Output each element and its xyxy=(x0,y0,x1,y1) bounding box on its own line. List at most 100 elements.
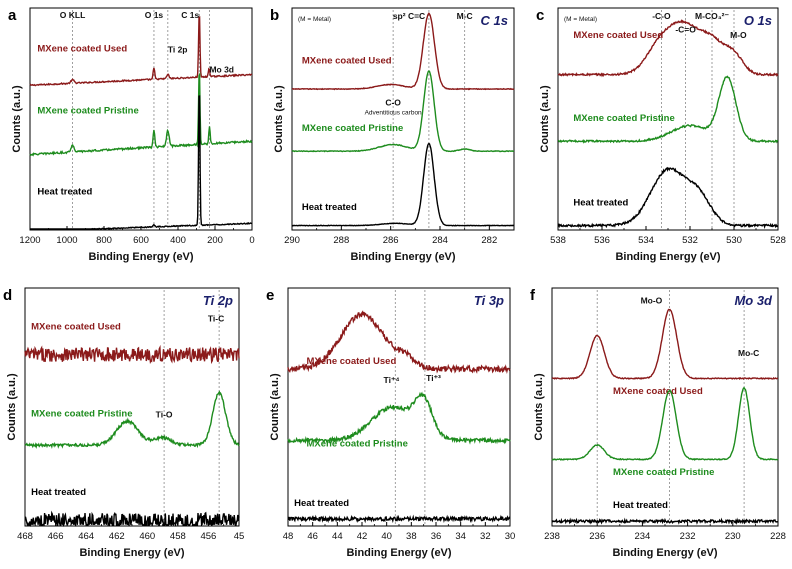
panel-title: Ti 2p xyxy=(203,293,233,308)
y-axis-title: Counts (a.u.) xyxy=(6,373,18,441)
y-axis-title: Counts (a.u.) xyxy=(269,373,281,441)
series-label-heat: Heat treated xyxy=(302,202,357,213)
peak-annotation: Mo 3d xyxy=(209,64,234,74)
peak-annotation: C-O xyxy=(385,98,401,108)
panel-letter: c xyxy=(536,7,544,24)
x-tick-label: 456 xyxy=(200,531,216,542)
peak-annotation: M-CO₃²⁻ xyxy=(695,11,729,21)
series-label-heat: Heat treated xyxy=(31,487,86,498)
series-line-pristine xyxy=(551,386,779,461)
peak-annotation: O KLL xyxy=(60,10,86,20)
series-line-used xyxy=(557,19,779,78)
series-label-heat: Heat treated xyxy=(573,198,628,209)
series-line-used xyxy=(551,308,779,381)
x-tick-label: 238 xyxy=(544,531,560,542)
peak-annotation: Ti 2p xyxy=(168,44,188,54)
peak-annotation: sp² C=C xyxy=(393,11,425,21)
y-axis-title: Counts (a.u.) xyxy=(533,373,545,441)
x-tick-label: 48 xyxy=(283,531,294,542)
series-line-heat xyxy=(24,510,240,528)
peak-annotation: Ti⁺³ xyxy=(426,373,441,383)
panel-e: 48 46 44 42 40 38 36 34 32 30 Binding Energy (eV) C… xyxy=(266,287,515,559)
peak-annotation: M-C xyxy=(457,11,473,21)
series-label-heat: Heat treated xyxy=(294,498,349,509)
x-tick-label: 530 xyxy=(726,235,742,246)
x-tick-label: 44 xyxy=(332,531,343,542)
peak-annotation: -C-O xyxy=(652,11,671,21)
series-line-used xyxy=(29,16,253,87)
series-label-heat: Heat treated xyxy=(613,500,668,511)
x-tick-label: 468 xyxy=(17,531,33,542)
x-tick-label: 230 xyxy=(725,531,741,542)
x-axis-title: Binding Energy (eV) xyxy=(350,251,455,263)
x-tick-label: 232 xyxy=(680,531,696,542)
series-label-used: MXene coated Used xyxy=(573,30,663,41)
y-axis-title: Counts (a.u.) xyxy=(11,85,23,153)
x-tick-label: 0 xyxy=(249,235,254,246)
series-label-pristine: MXene coated Pristine xyxy=(307,438,408,449)
panel-b: 290 288 286 284 282 Binding Energy (eV) Counts… xyxy=(270,7,515,263)
series-line-heat xyxy=(551,517,779,526)
panel-letter: d xyxy=(3,287,12,304)
series-line-pristine xyxy=(29,71,253,157)
series-line-used xyxy=(287,310,511,374)
peak-annotation: -C=O xyxy=(675,24,696,34)
peak-annotation-note: Adventitious carbon xyxy=(365,110,422,117)
x-tick-label: 45 xyxy=(234,531,245,542)
series-label-pristine: MXene coated Pristine xyxy=(37,105,138,116)
panel-letter: e xyxy=(266,287,274,304)
x-tick-label: 38 xyxy=(406,531,417,542)
series-line-heat xyxy=(30,95,253,230)
x-tick-label: 290 xyxy=(284,235,300,246)
x-tick-label: 460 xyxy=(139,531,155,542)
x-tick-label: 458 xyxy=(170,531,186,542)
series-line-pristine xyxy=(24,390,240,450)
series-line-heat xyxy=(287,514,511,524)
metal-note: (M = Metal) xyxy=(564,16,597,23)
series-label-pristine: MXene coated Pristine xyxy=(573,113,674,124)
panel-title: Mo 3d xyxy=(734,293,773,308)
panel-title: C 1s xyxy=(481,13,508,28)
peak-annotation: O 1s xyxy=(145,10,164,20)
x-tick-label: 36 xyxy=(431,531,442,542)
x-tick-label: 288 xyxy=(333,235,349,246)
x-tick-label: 200 xyxy=(207,235,223,246)
peak-annotation: M-O xyxy=(730,30,747,40)
x-axis-title: Binding Energy (eV) xyxy=(612,547,717,559)
x-tick-label: 228 xyxy=(770,531,786,542)
y-axis-title: Counts (a.u.) xyxy=(539,85,551,153)
series-label-used: MXene coated Used xyxy=(31,322,121,333)
x-tick-label: 286 xyxy=(383,235,399,246)
peak-annotation: Mo-O xyxy=(641,295,663,305)
series-line-heat xyxy=(557,166,779,229)
x-tick-label: 462 xyxy=(109,531,125,542)
plot-frame xyxy=(291,7,515,231)
plot-frame xyxy=(287,287,511,527)
x-tick-label: 42 xyxy=(357,531,368,542)
x-tick-label: 30 xyxy=(505,531,516,542)
x-axis-title: Binding Energy (eV) xyxy=(79,547,184,559)
x-tick-label: 234 xyxy=(634,531,650,542)
x-tick-label: 528 xyxy=(770,235,786,246)
x-axis-title: Binding Energy (eV) xyxy=(615,251,720,263)
x-tick-label: 1000 xyxy=(56,235,77,246)
series-label-heat: Heat treated xyxy=(37,186,92,197)
series-line-used xyxy=(24,344,240,365)
x-tick-label: 236 xyxy=(589,531,605,542)
x-tick-label: 466 xyxy=(48,531,64,542)
x-tick-label: 532 xyxy=(682,235,698,246)
metal-note: (M = Metal) xyxy=(298,16,331,23)
x-tick-label: 536 xyxy=(594,235,610,246)
series-label-pristine: MXene coated Pristine xyxy=(613,467,714,478)
peak-annotation: Ti-C xyxy=(208,313,224,323)
panel-title: O 1s xyxy=(744,13,772,28)
series-label-used: MXene coated Used xyxy=(613,386,703,397)
panel-letter: f xyxy=(530,287,536,304)
x-tick-label: 534 xyxy=(638,235,654,246)
peak-annotation: Mo-C xyxy=(738,348,759,358)
series-line-used xyxy=(291,12,515,91)
x-tick-label: 538 xyxy=(550,235,566,246)
series-label-pristine: MXene coated Pristine xyxy=(302,123,403,134)
series-label-used: MXene coated Used xyxy=(37,43,127,54)
